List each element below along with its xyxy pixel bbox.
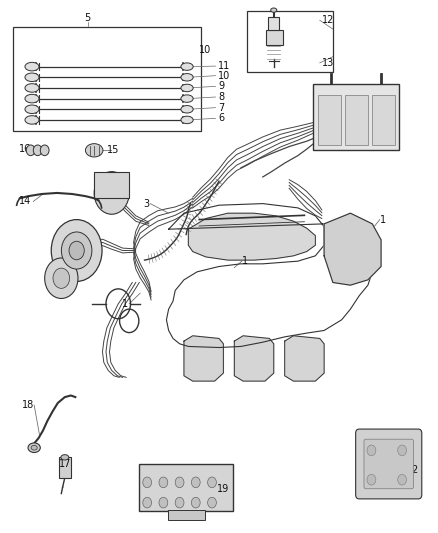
Ellipse shape bbox=[31, 446, 37, 450]
Text: 19: 19 bbox=[217, 484, 230, 494]
Ellipse shape bbox=[28, 443, 40, 453]
Ellipse shape bbox=[25, 116, 39, 124]
Ellipse shape bbox=[181, 116, 193, 124]
Ellipse shape bbox=[181, 74, 193, 81]
Circle shape bbox=[191, 477, 200, 488]
Bar bbox=[318, 95, 341, 145]
Ellipse shape bbox=[271, 8, 277, 12]
Circle shape bbox=[61, 232, 92, 269]
Text: 1: 1 bbox=[380, 215, 386, 224]
Circle shape bbox=[159, 477, 168, 488]
Circle shape bbox=[143, 477, 152, 488]
FancyBboxPatch shape bbox=[356, 429, 422, 499]
Circle shape bbox=[191, 497, 200, 508]
Circle shape bbox=[398, 474, 406, 485]
Text: 6: 6 bbox=[218, 114, 224, 123]
Bar bbox=[266, 30, 283, 45]
Polygon shape bbox=[285, 336, 324, 381]
Bar bbox=[167, 510, 205, 520]
Circle shape bbox=[51, 220, 102, 281]
Circle shape bbox=[367, 474, 376, 485]
Circle shape bbox=[26, 145, 35, 156]
Text: 14: 14 bbox=[19, 197, 32, 206]
Text: 11: 11 bbox=[218, 61, 230, 71]
Text: 10: 10 bbox=[199, 45, 212, 55]
Circle shape bbox=[33, 145, 42, 156]
Text: 1: 1 bbox=[242, 256, 248, 266]
Circle shape bbox=[69, 241, 84, 260]
Circle shape bbox=[208, 497, 216, 508]
Text: 10: 10 bbox=[218, 71, 230, 80]
Bar bbox=[94, 172, 129, 198]
Bar bbox=[247, 11, 333, 72]
Ellipse shape bbox=[25, 105, 39, 114]
Circle shape bbox=[208, 477, 216, 488]
Circle shape bbox=[367, 445, 376, 456]
Polygon shape bbox=[234, 336, 274, 381]
Circle shape bbox=[53, 268, 70, 288]
Circle shape bbox=[159, 497, 168, 508]
Ellipse shape bbox=[181, 84, 193, 92]
Ellipse shape bbox=[61, 455, 69, 460]
Bar bbox=[371, 95, 395, 145]
Text: 15: 15 bbox=[107, 146, 119, 155]
Ellipse shape bbox=[181, 106, 193, 113]
Text: 16: 16 bbox=[19, 144, 32, 154]
Text: 9: 9 bbox=[218, 82, 224, 91]
Circle shape bbox=[143, 497, 152, 508]
FancyBboxPatch shape bbox=[364, 439, 413, 489]
Circle shape bbox=[175, 497, 184, 508]
Text: 1: 1 bbox=[122, 299, 128, 309]
Text: 18: 18 bbox=[21, 400, 34, 410]
Circle shape bbox=[94, 172, 129, 214]
Polygon shape bbox=[188, 213, 315, 260]
Bar bbox=[313, 84, 399, 150]
Bar bbox=[13, 27, 201, 131]
Text: 3: 3 bbox=[385, 118, 391, 127]
Bar bbox=[59, 457, 71, 478]
Text: 2: 2 bbox=[411, 465, 417, 475]
Ellipse shape bbox=[181, 95, 193, 102]
Ellipse shape bbox=[25, 84, 39, 92]
Circle shape bbox=[398, 445, 406, 456]
Text: 7: 7 bbox=[218, 103, 224, 112]
Polygon shape bbox=[184, 336, 223, 381]
Text: 12: 12 bbox=[322, 15, 334, 25]
Circle shape bbox=[45, 258, 78, 298]
Text: 5: 5 bbox=[85, 13, 91, 23]
Bar bbox=[139, 464, 233, 511]
Ellipse shape bbox=[25, 62, 39, 71]
Circle shape bbox=[175, 477, 184, 488]
Text: 8: 8 bbox=[218, 92, 224, 102]
Ellipse shape bbox=[181, 63, 193, 70]
Ellipse shape bbox=[85, 144, 103, 157]
Ellipse shape bbox=[25, 94, 39, 103]
Ellipse shape bbox=[25, 73, 39, 82]
Bar bbox=[268, 17, 279, 30]
Bar bbox=[345, 95, 368, 145]
Circle shape bbox=[40, 145, 49, 156]
Polygon shape bbox=[324, 213, 381, 285]
Text: 17: 17 bbox=[59, 459, 71, 469]
Text: 3: 3 bbox=[144, 199, 150, 208]
Text: 13: 13 bbox=[322, 58, 334, 68]
